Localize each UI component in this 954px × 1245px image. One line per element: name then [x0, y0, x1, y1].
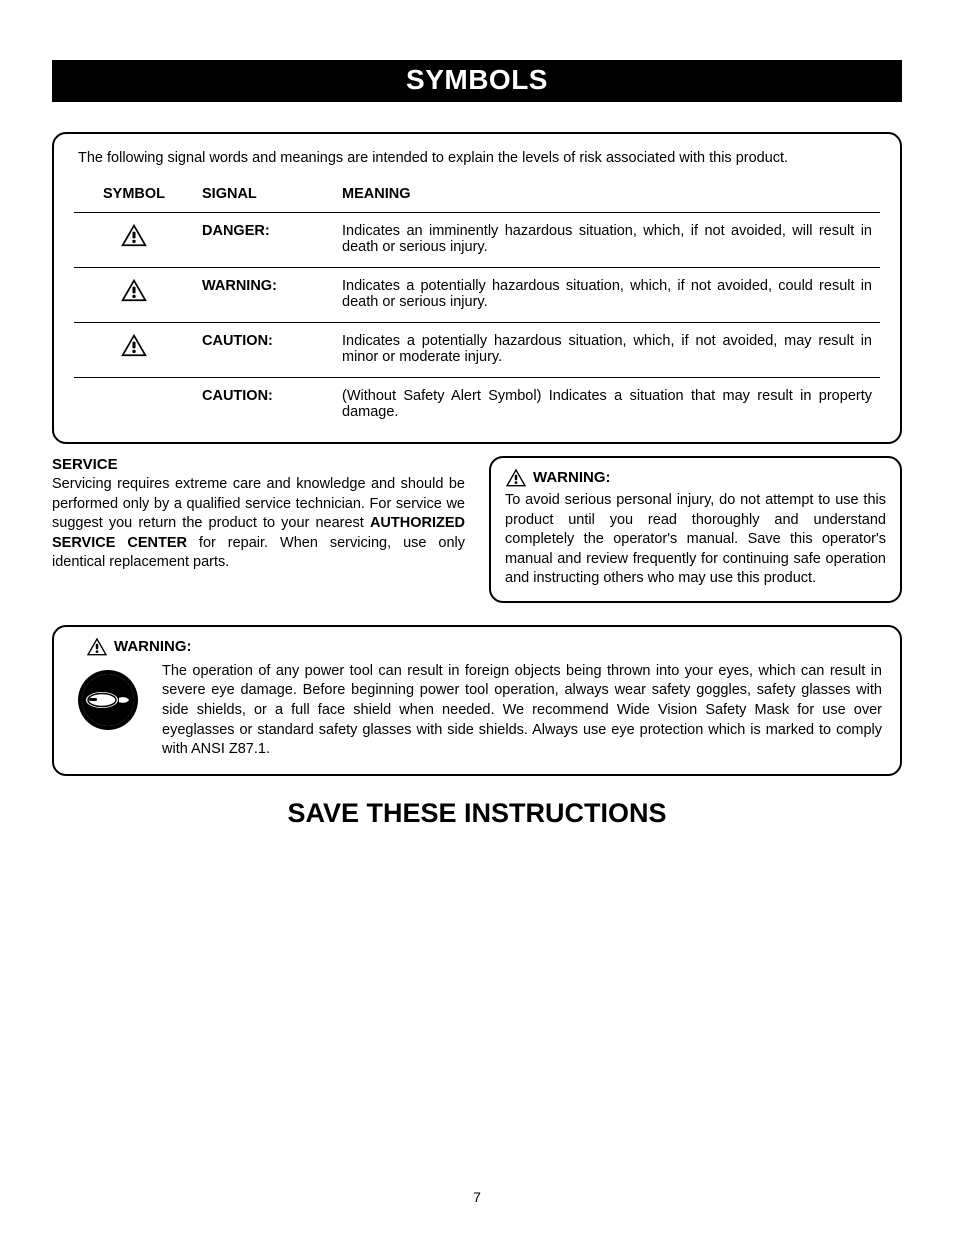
- safety-goggles-icon: [72, 666, 144, 730]
- symbols-table: SYMBOL SIGNAL MEANING DANGER: Indicates …: [74, 182, 880, 432]
- row-signal-cell: WARNING:: [194, 268, 334, 323]
- row-meaning-cell: Indicates a potentially hazardous situat…: [334, 323, 880, 378]
- page-title-bar: SYMBOLS: [52, 60, 902, 102]
- row-meaning-cell: (Without Safety Alert Symbol) Indicates …: [334, 378, 880, 433]
- row-meaning-cell: Indicates a potentially hazardous situat…: [334, 268, 880, 323]
- table-header-row: SYMBOL SIGNAL MEANING: [74, 182, 880, 213]
- page-title: SYMBOLS: [406, 64, 548, 95]
- warning-heading-text: WARNING:: [533, 469, 611, 486]
- row-symbol-cell: [74, 268, 194, 323]
- warning-callout-heading: WARNING:: [86, 637, 882, 656]
- table-row: WARNING: Indicates a potentially hazardo…: [74, 268, 880, 323]
- warning-callout-heading: WARNING:: [505, 468, 886, 487]
- row-symbol-cell: [74, 213, 194, 268]
- table-row: DANGER: Indicates an imminently hazardou…: [74, 213, 880, 268]
- service-section: SERVICE Servicing requires extreme care …: [52, 456, 465, 603]
- warning-callout-right: WARNING: To avoid serious personal injur…: [489, 456, 902, 603]
- table-row: CAUTION: (Without Safety Alert Symbol) I…: [74, 378, 880, 433]
- warning-triangle-icon: [120, 223, 148, 247]
- row-symbol-cell: [74, 323, 194, 378]
- warning-triangle-icon: [120, 278, 148, 302]
- row-signal-cell: CAUTION:: [194, 378, 334, 433]
- row-signal-cell: CAUTION:: [194, 323, 334, 378]
- row-meaning-cell: Indicates an imminently hazardous situat…: [334, 213, 880, 268]
- header-meaning: MEANING: [334, 182, 880, 213]
- warning-triangle-icon: [120, 333, 148, 357]
- save-instructions-heading: SAVE THESE INSTRUCTIONS: [52, 798, 902, 829]
- page-number: 7: [52, 1189, 902, 1205]
- two-column-section: SERVICE Servicing requires extreme care …: [52, 456, 902, 603]
- row-symbol-cell: [74, 378, 194, 433]
- service-heading: SERVICE: [52, 456, 465, 473]
- warning-triangle-icon: [505, 468, 527, 487]
- service-body: Servicing requires extreme care and know…: [52, 475, 465, 573]
- warning-full-content: The operation of any power tool can resu…: [72, 662, 882, 760]
- header-signal: SIGNAL: [194, 182, 334, 213]
- warning-heading-text: WARNING:: [114, 638, 192, 655]
- warning-full-body: The operation of any power tool can resu…: [162, 662, 882, 760]
- row-signal-cell: DANGER:: [194, 213, 334, 268]
- symbols-definitions-box: The following signal words and meanings …: [52, 132, 902, 444]
- symbols-intro-text: The following signal words and meanings …: [78, 150, 880, 166]
- header-symbol: SYMBOL: [74, 182, 194, 213]
- warning-callout-body: To avoid serious personal injury, do not…: [505, 491, 886, 589]
- table-row: CAUTION: Indicates a potentially hazardo…: [74, 323, 880, 378]
- warning-triangle-icon: [86, 637, 108, 656]
- warning-callout-full: WARNING: The operation of any power tool…: [52, 625, 902, 776]
- warning-box-right-column: WARNING: To avoid serious personal injur…: [489, 456, 902, 603]
